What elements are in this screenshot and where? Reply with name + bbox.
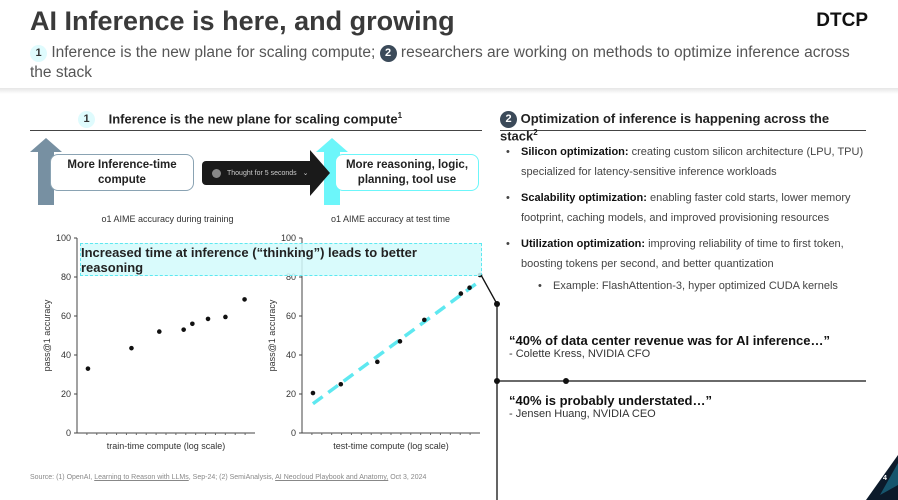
footnote-ref: 1	[397, 111, 403, 120]
thought-pill: Thought for 5 seconds ⌄	[202, 161, 320, 185]
thought-label: Thought for 5 seconds	[227, 169, 297, 177]
data-point	[467, 285, 472, 291]
y-tick-label: 100	[56, 233, 71, 243]
openai-icon	[212, 168, 221, 178]
chart1-title: o1 AIME accuracy during training	[101, 214, 234, 224]
page-number: 4	[883, 475, 887, 482]
y-tick-label: 20	[286, 389, 296, 399]
y-tick-label: 40	[286, 350, 296, 360]
chart2-title: o1 AIME accuracy at test time	[330, 214, 451, 224]
data-point	[157, 329, 162, 334]
data-point	[338, 381, 344, 387]
footnote-ref: 2	[533, 128, 538, 137]
bullet-utilization: Utilization optimization: improving reli…	[506, 234, 866, 274]
inference-compute-box: More Inference-time compute	[50, 154, 194, 191]
chevron-down-icon: ⌄	[302, 170, 309, 177]
x-axis-label: test-time compute (log scale)	[333, 441, 449, 451]
bullet-silicon: Silicon optimization: creating custom si…	[506, 142, 866, 182]
number-badge-1: 1	[30, 45, 47, 62]
heading-text: Optimization of inference is happening a…	[500, 111, 830, 144]
data-point	[422, 317, 427, 323]
heading-text: Inference is the new plane for scaling c…	[108, 111, 398, 127]
sub-bullet-example: Example: FlashAttention-3, hyper optimiz…	[538, 276, 866, 296]
y-tick-label: 40	[61, 350, 71, 360]
data-point	[375, 359, 380, 365]
y-tick-label: 60	[286, 311, 296, 321]
y-tick-label: 20	[61, 389, 71, 399]
data-point	[85, 366, 91, 371]
y-axis-label: pass@1 accuracy	[42, 299, 52, 371]
page-title: AI Inference is here, and growing	[30, 6, 455, 36]
quote-2: “40% is probably understated…”	[509, 393, 712, 408]
data-point	[129, 345, 134, 351]
y-tick-label: 100	[281, 233, 296, 243]
y-tick-label: 60	[61, 311, 71, 321]
dtcp-logo: DTCP	[816, 10, 868, 31]
number-badge-2: 2	[379, 45, 397, 62]
source-footnote: Source: (1) OpenAI, Learning to Reason w…	[30, 474, 427, 481]
data-point	[205, 316, 211, 322]
y-tick-label: 80	[61, 272, 71, 282]
data-point	[310, 390, 316, 396]
reasoning-banner: Increased time at inference (“thinking”)…	[80, 243, 482, 276]
number-badge-2: 2	[500, 111, 517, 128]
data-point	[223, 314, 228, 320]
left-section-heading: 1 Inference is the new plane for scaling…	[30, 111, 482, 131]
data-point	[458, 291, 464, 296]
data-point	[242, 297, 247, 302]
quote-2-attribution: - Jensen Huang, NVIDIA CEO	[509, 408, 656, 420]
data-point	[397, 339, 403, 344]
data-point	[181, 327, 186, 332]
y-axis-label: pass@1 accuracy	[267, 299, 277, 371]
bullet-scalability: Scalability optimization: enabling faste…	[506, 188, 866, 228]
corner-decoration	[866, 455, 898, 500]
x-axis-label: train-time compute (log scale)	[107, 441, 226, 451]
quote-1: “40% of data center revenue was for AI i…	[509, 333, 831, 348]
quote-1-attribution: - Colette Kress, NVIDIA CFO	[509, 348, 651, 360]
y-tick-label: 0	[291, 428, 296, 438]
number-badge-1: 1	[78, 111, 95, 129]
reasoning-box: More reasoning, logic, planning, tool us…	[335, 154, 479, 191]
subtitle: 1 Inference is the new plane for scaling…	[30, 43, 860, 83]
divider	[0, 88, 898, 94]
subtitle-part1: Inference is the new plane for scaling c…	[51, 44, 376, 61]
data-point	[190, 321, 195, 327]
source-link-1[interactable]: Learning to Reason with LLMs	[94, 474, 189, 481]
optimization-list: Silicon optimization: creating custom si…	[506, 142, 866, 302]
source-link-2[interactable]: AI Neocloud Playbook and Anatomy,	[275, 474, 389, 481]
y-tick-label: 80	[286, 272, 296, 282]
y-tick-label: 0	[66, 428, 71, 438]
right-section-heading: 2 Optimization of inference is happening…	[500, 111, 866, 143]
subtitle-part2: researchers are working on methods to op…	[30, 44, 850, 81]
trend-line	[311, 279, 482, 406]
